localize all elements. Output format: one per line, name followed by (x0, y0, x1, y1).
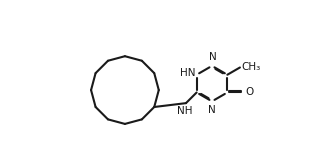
Text: CH₃: CH₃ (242, 62, 261, 72)
Text: NH: NH (178, 106, 193, 116)
Text: N: N (209, 52, 217, 62)
Text: HN: HN (179, 68, 195, 78)
Text: O: O (245, 87, 254, 97)
Text: N: N (208, 105, 216, 115)
